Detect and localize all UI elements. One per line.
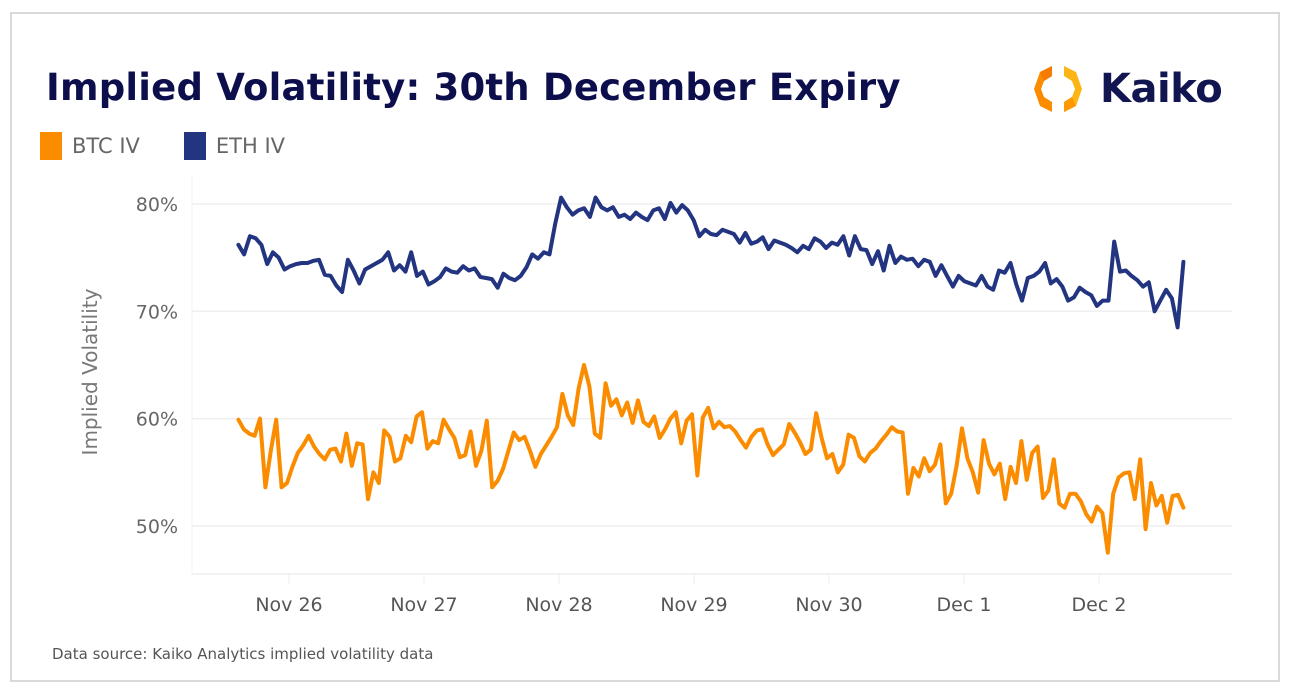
x-tick-label: Nov 26 <box>255 594 322 616</box>
x-tick-label: Nov 28 <box>525 594 592 616</box>
btc-iv-line[interactable] <box>236 363 1186 555</box>
kaiko-logo: Kaiko <box>1030 62 1223 116</box>
y-tick-label: 70% <box>136 301 178 323</box>
eth-iv-line[interactable] <box>236 195 1186 330</box>
y-tick-label: 80% <box>136 194 178 216</box>
series-lines <box>236 195 1186 555</box>
legend-item-btc[interactable]: BTC IV <box>40 132 140 160</box>
legend-label-eth: ETH IV <box>215 134 286 158</box>
x-tick-label: Nov 27 <box>390 594 457 616</box>
x-tick-label: Dec 2 <box>1072 594 1127 616</box>
logo-text: Kaiko <box>1100 66 1223 112</box>
x-tick-label: Nov 29 <box>660 594 727 616</box>
y-axis-title: Implied Volatility <box>78 288 102 455</box>
y-tick-label: 50% <box>136 516 178 538</box>
chart-frame <box>10 12 1280 682</box>
legend: BTC IV ETH IV <box>40 132 329 160</box>
x-axis-ticks: Nov 26 Nov 27 Nov 28 Nov 29 Nov 30 Dec 1 Dec 2 <box>255 574 1126 616</box>
y-axis-ticks: 50% 60% 70% 80% <box>136 194 178 538</box>
chart-title: Implied Volatility: 30th December Expiry <box>46 66 901 109</box>
legend-swatch-eth <box>183 132 206 160</box>
x-tick-label: Nov 30 <box>795 594 862 616</box>
legend-item-eth[interactable]: ETH IV <box>183 132 286 160</box>
y-tick-label: 60% <box>136 409 178 431</box>
kaiko-logo-icon <box>1034 66 1082 112</box>
x-tick-label: Dec 1 <box>937 594 992 616</box>
legend-label-btc: BTC IV <box>72 134 140 158</box>
data-source-note: Data source: Kaiko Analytics implied vol… <box>52 645 434 663</box>
legend-swatch-btc <box>40 132 62 160</box>
